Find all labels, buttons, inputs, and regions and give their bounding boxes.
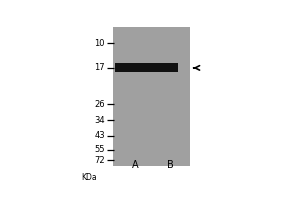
Text: KDa: KDa [81, 173, 97, 182]
Text: 43: 43 [94, 131, 105, 140]
Text: A: A [132, 160, 139, 170]
Bar [113, 27, 190, 166]
Text: 55: 55 [94, 145, 105, 154]
Text: 17: 17 [94, 63, 105, 72]
Text: 10: 10 [94, 39, 105, 48]
Text: 26: 26 [94, 100, 105, 109]
Bar [116, 63, 178, 72]
Text: B: B [167, 160, 173, 170]
Text: 72: 72 [94, 156, 105, 165]
Text: 34: 34 [94, 116, 105, 125]
